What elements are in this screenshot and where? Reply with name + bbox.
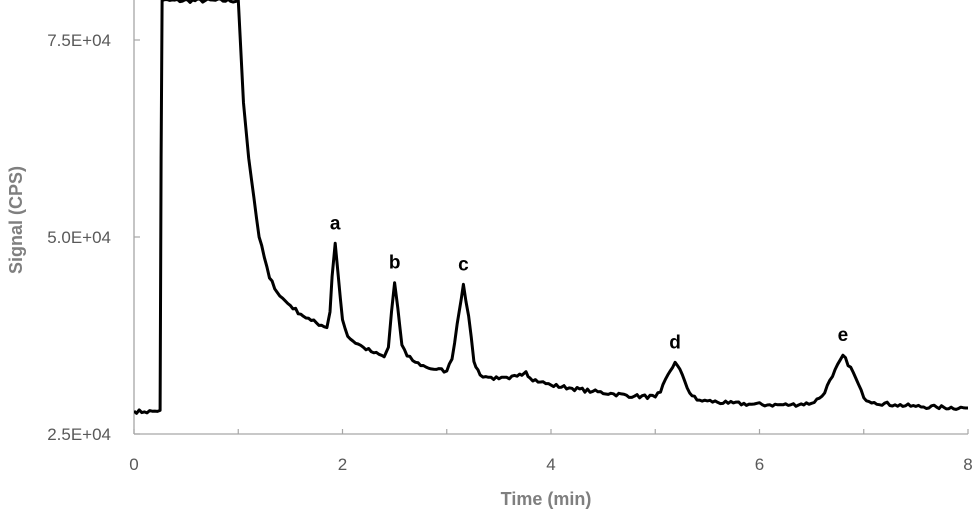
y-axis-title: Signal (CPS) bbox=[6, 166, 26, 274]
x-tick-label: 4 bbox=[546, 455, 555, 474]
x-tick-label: 8 bbox=[963, 455, 972, 474]
peak-label-b: b bbox=[389, 253, 401, 274]
x-axis-title: Time (min) bbox=[501, 489, 592, 509]
y-tick-label: 7.5E+04 bbox=[47, 31, 111, 50]
y-tick-label: 2.5E+04 bbox=[47, 425, 111, 444]
peak-label-a: a bbox=[330, 213, 341, 234]
signal-line bbox=[134, 0, 968, 415]
y-tick-label: 5.0E+04 bbox=[47, 228, 111, 247]
peak-label-d: d bbox=[669, 332, 681, 353]
peak-label-e: e bbox=[838, 325, 849, 346]
peak-labels: a b c d e bbox=[330, 213, 848, 353]
peak-label-c: c bbox=[458, 254, 469, 275]
axes bbox=[133, 0, 969, 435]
x-tick-label: 2 bbox=[338, 455, 347, 474]
x-tick-label: 6 bbox=[755, 455, 764, 474]
tick-labels: 0 2 4 6 8 2.5E+04 5.0E+04 7.5E+04 bbox=[47, 31, 973, 474]
x-tick-label: 0 bbox=[129, 455, 138, 474]
